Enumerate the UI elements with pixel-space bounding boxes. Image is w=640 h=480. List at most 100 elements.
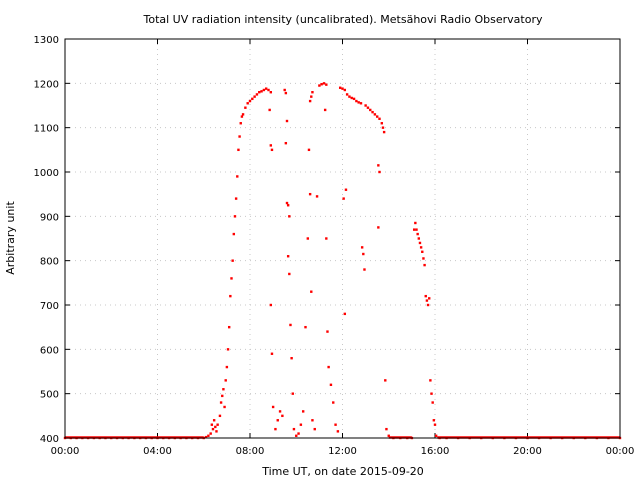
data-point <box>423 263 426 267</box>
data-point <box>313 427 316 431</box>
data-point <box>377 164 380 167</box>
data-point <box>253 95 256 98</box>
data-point <box>311 91 314 94</box>
data-point <box>417 237 421 240</box>
data-point <box>429 379 432 382</box>
data-point <box>308 192 312 196</box>
data-point <box>380 122 384 125</box>
data-point <box>222 388 225 391</box>
data-point <box>343 312 347 316</box>
data-point <box>289 323 292 327</box>
data-point <box>315 195 319 198</box>
data-point <box>416 232 419 236</box>
data-point <box>284 141 288 145</box>
data-point <box>322 82 326 85</box>
data-point <box>269 91 273 94</box>
data-point <box>350 96 353 100</box>
data-point <box>207 434 210 437</box>
data-point <box>276 419 279 422</box>
data-point <box>215 430 218 433</box>
x-tick-label: 00:00 <box>51 446 80 457</box>
data-point <box>387 434 390 437</box>
data-point <box>385 427 388 431</box>
data-point <box>284 91 288 95</box>
data-point <box>304 325 307 329</box>
data-points <box>63 82 622 440</box>
data-point <box>378 170 381 174</box>
data-point <box>334 423 337 426</box>
data-point <box>295 434 298 437</box>
data-point <box>308 99 312 103</box>
data-point <box>332 401 335 404</box>
data-point <box>262 88 266 92</box>
data-point <box>286 204 290 207</box>
data-point <box>320 83 323 86</box>
data-point <box>341 87 344 90</box>
data-point <box>375 115 379 118</box>
data-point <box>348 95 351 98</box>
data-point <box>214 425 217 429</box>
y-tick-label: 900 <box>40 212 59 223</box>
data-point <box>360 246 364 249</box>
data-point <box>240 115 244 118</box>
plot-frame <box>64 38 621 439</box>
data-point <box>255 93 259 96</box>
data-point <box>422 257 425 260</box>
data-point <box>267 88 270 92</box>
data-point <box>311 419 314 422</box>
chart-title: Total UV radiation intensity (uncalibrat… <box>143 13 543 26</box>
x-tick-label: 04:00 <box>143 446 172 457</box>
data-point <box>204 435 208 439</box>
data-point <box>419 246 423 249</box>
data-point <box>344 188 348 191</box>
y-axis-label: Arbitrary unit <box>4 201 17 275</box>
data-point <box>223 405 226 409</box>
data-point <box>325 83 328 86</box>
data-point <box>433 423 437 426</box>
data-point <box>210 423 214 426</box>
data-point <box>246 102 249 105</box>
data-point <box>278 410 282 413</box>
x-tick-label: 16:00 <box>421 446 450 457</box>
x-tick-label: 20:00 <box>513 446 542 457</box>
data-point <box>225 365 229 369</box>
data-point <box>299 423 303 426</box>
data-point <box>355 99 358 103</box>
data-point <box>285 119 289 123</box>
data-point <box>258 91 261 94</box>
data-point <box>232 232 236 236</box>
x-tick-label: 08:00 <box>236 446 265 457</box>
data-point <box>363 268 366 271</box>
data-point <box>230 277 233 280</box>
data-point <box>369 108 372 112</box>
data-point <box>241 113 245 116</box>
data-point <box>244 106 247 109</box>
data-point <box>271 405 275 409</box>
y-tick-label: 700 <box>40 301 59 312</box>
data-point <box>382 130 386 134</box>
data-point <box>285 201 289 205</box>
data-point <box>218 414 222 418</box>
data-point <box>238 135 241 138</box>
data-point <box>310 290 313 293</box>
data-point <box>352 97 356 101</box>
data-point <box>430 392 433 395</box>
data-point <box>418 241 422 245</box>
data-point <box>281 414 284 418</box>
y-tick-label: 1200 <box>34 79 59 90</box>
data-point <box>291 392 294 395</box>
data-point <box>216 423 219 426</box>
data-point <box>326 330 329 333</box>
data-point <box>227 325 231 329</box>
data-point <box>425 299 429 302</box>
data-point <box>421 250 424 253</box>
data-point <box>434 434 438 437</box>
data-point <box>269 144 273 147</box>
data-point <box>270 148 274 152</box>
data-point <box>268 108 271 112</box>
data-point <box>323 108 327 112</box>
data-point <box>336 430 340 433</box>
data-point <box>364 104 367 107</box>
data-point <box>231 259 234 262</box>
